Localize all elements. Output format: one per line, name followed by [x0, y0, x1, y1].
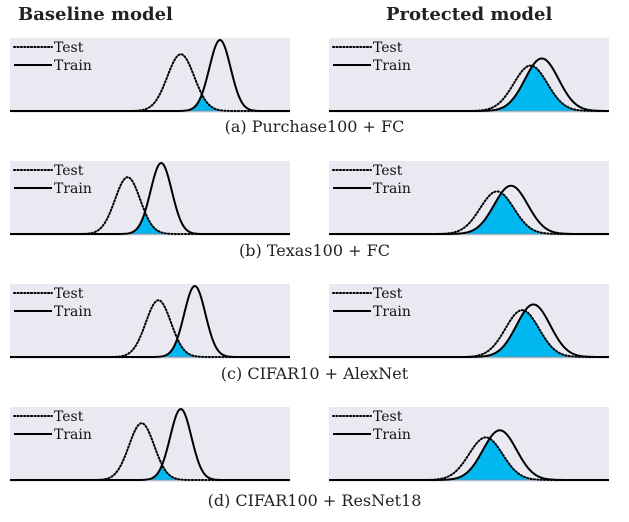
caption-b: (b) Texas100 + FC	[0, 241, 629, 260]
legend-train-label: Train	[54, 304, 92, 320]
plot-background	[329, 161, 609, 236]
caption-a: (a) Purchase100 + FC	[0, 117, 629, 136]
legend-train-label: Train	[373, 181, 411, 197]
legend-test-label: Test	[373, 40, 403, 56]
legend-test-label: Test	[54, 40, 84, 56]
chart-cifar10-baseline: Test Train	[10, 284, 290, 359]
caption-d: (d) CIFAR100 + ResNet18	[0, 491, 629, 510]
legend-train-label: Train	[373, 427, 411, 443]
legend-test-label: Test	[54, 409, 84, 425]
protected-column-header: Protected model	[386, 4, 552, 25]
chart-purchase100-protected: Test Train	[329, 38, 609, 113]
plot-background	[10, 407, 290, 482]
plot-background	[10, 38, 290, 113]
caption-c: (c) CIFAR10 + AlexNet	[0, 364, 629, 383]
legend-test-label: Test	[373, 409, 403, 425]
plot-background	[10, 284, 290, 359]
legend-test-label: Test	[373, 163, 403, 179]
chart-texas100-baseline: Test Train	[10, 161, 290, 236]
legend-train-label: Train	[54, 181, 92, 197]
chart-texas100-protected: Test Train	[329, 161, 609, 236]
legend-train-label: Train	[54, 427, 92, 443]
baseline-column-header: Baseline model	[18, 4, 173, 25]
legend-test-label: Test	[54, 286, 84, 302]
legend-test-label: Test	[373, 286, 403, 302]
legend-train-label: Train	[54, 58, 92, 74]
plot-background	[329, 38, 609, 113]
legend-test-label: Test	[54, 163, 84, 179]
chart-purchase100-baseline: Test Train	[10, 38, 290, 113]
legend-train-label: Train	[373, 58, 411, 74]
legend-train-label: Train	[373, 304, 411, 320]
plot-background	[329, 284, 609, 359]
chart-cifar10-protected: Test Train	[329, 284, 609, 359]
chart-cifar100-baseline: Test Train	[10, 407, 290, 482]
chart-cifar100-protected: Test Train	[329, 407, 609, 482]
